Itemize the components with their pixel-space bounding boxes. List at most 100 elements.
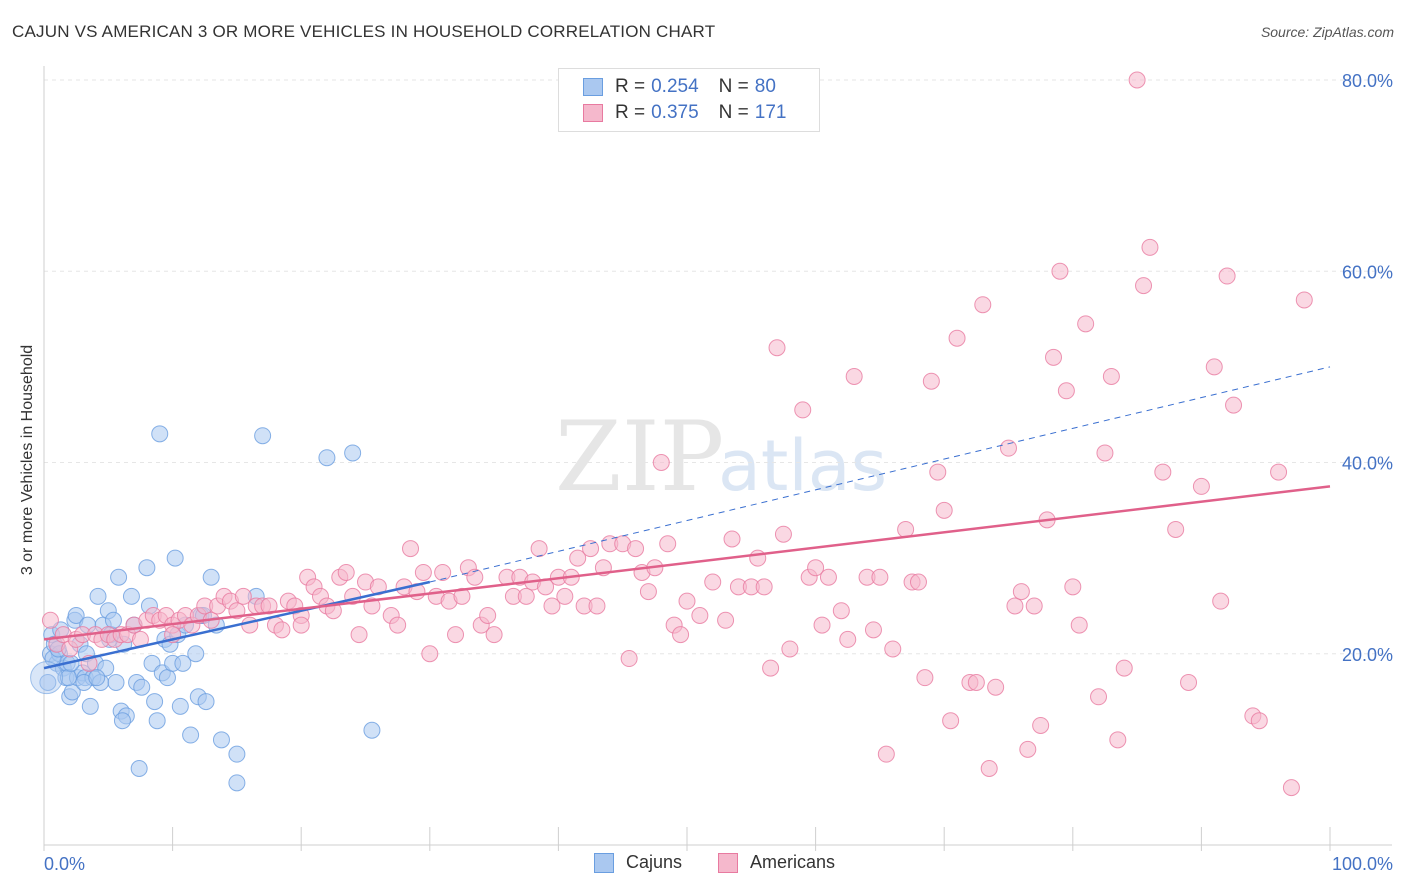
american-point: [260, 597, 278, 615]
american-point: [691, 607, 709, 624]
american-point: [1205, 358, 1223, 376]
american-point: [453, 587, 471, 605]
american-point: [845, 367, 863, 385]
american-point: [774, 525, 792, 543]
american-point: [652, 454, 670, 471]
american-point: [1000, 439, 1017, 457]
american-point: [916, 669, 934, 687]
american-point: [1225, 396, 1243, 414]
american-point: [864, 621, 882, 639]
american-point: [832, 602, 850, 620]
american-point: [723, 530, 741, 548]
cajun-r-value: 0.254: [651, 76, 699, 97]
american-point: [369, 578, 387, 596]
american-point: [1154, 463, 1172, 481]
cajun-point: [202, 568, 220, 586]
american-point: [1096, 444, 1114, 462]
american-point: [1025, 597, 1043, 615]
american-point: [1141, 238, 1159, 256]
american-point: [1295, 291, 1313, 309]
cajun-point-large: [30, 661, 64, 695]
american-point: [967, 673, 985, 691]
american-point: [717, 611, 735, 629]
american-point: [543, 597, 561, 615]
american-point: [1006, 597, 1024, 615]
legend-item-americans[interactable]: Americans: [718, 852, 835, 873]
american-point: [1250, 712, 1268, 730]
cajun-point: [187, 645, 205, 663]
american-point: [1218, 267, 1236, 285]
cajun-point: [344, 444, 362, 462]
correlation-legend: R = 0.254 N = 80 R = 0.375 N = 171: [558, 68, 820, 132]
american-point: [556, 587, 574, 605]
american-point: [929, 463, 947, 481]
legend-item-cajuns[interactable]: Cajuns: [594, 852, 682, 873]
cajuns-swatch: [594, 852, 614, 873]
american-point: [1070, 616, 1088, 634]
american-point: [1057, 382, 1075, 400]
cajun-point: [228, 774, 246, 792]
cajun-point: [133, 678, 151, 696]
american-point: [41, 611, 59, 629]
american-point: [762, 659, 780, 677]
cajun-point: [122, 587, 140, 605]
cajun-trend-extension: [429, 366, 1331, 583]
american-point: [1212, 592, 1230, 610]
american-point: [1019, 740, 1037, 758]
american-point: [350, 626, 368, 644]
american-swatch: [583, 104, 603, 122]
cajun-point: [39, 673, 57, 691]
cajun-trend-line: [43, 580, 431, 670]
american-point: [1115, 659, 1133, 677]
american-r-value: 0.375: [651, 102, 699, 123]
cajun-point: [182, 726, 200, 744]
cajun-point: [148, 712, 166, 730]
cajun-point: [158, 669, 176, 687]
american-point: [627, 540, 645, 558]
american-point: [337, 563, 355, 581]
american-point: [569, 549, 587, 567]
american-point: [241, 616, 259, 634]
american-point: [620, 650, 638, 668]
cajun-point: [166, 549, 184, 567]
american-point: [485, 626, 503, 644]
cajun-point: [130, 760, 148, 777]
american-point: [1109, 731, 1127, 749]
american-point: [402, 540, 420, 558]
american-point: [1180, 673, 1198, 691]
legend-label-americans: Americans: [750, 852, 836, 872]
american-point: [909, 573, 927, 591]
watermark-atlas: atlas: [718, 425, 887, 507]
american-point: [1045, 348, 1063, 366]
american-point: [948, 329, 966, 347]
american-point: [871, 568, 889, 586]
american-point: [1102, 367, 1120, 385]
legend-row-american: R = 0.375 N = 171: [583, 101, 792, 125]
american-point: [987, 678, 1005, 696]
source-label: Source: ZipAtlas.com: [1260, 24, 1394, 40]
series-legend: Cajuns Americans: [0, 852, 1406, 878]
legend-label-cajuns: Cajuns: [626, 852, 683, 872]
american-point: [768, 339, 786, 357]
cajun-point: [81, 697, 99, 715]
y-tick-label: 60.0%: [1342, 262, 1393, 282]
y-tick-label: 80.0%: [1342, 71, 1393, 91]
americans-swatch: [718, 852, 738, 873]
american-point: [974, 296, 992, 314]
american-point: [434, 563, 452, 581]
american-point: [1012, 583, 1030, 601]
american-point: [839, 630, 857, 648]
cajun-point: [113, 712, 131, 730]
cajun-point: [197, 693, 215, 711]
y-tick-label: 20.0%: [1342, 645, 1393, 665]
american-point: [1135, 277, 1153, 295]
cajun-point: [110, 568, 128, 586]
american-point: [517, 587, 535, 605]
american-point: [980, 760, 998, 777]
american-point: [639, 583, 657, 601]
american-point: [530, 540, 548, 558]
american-point: [1051, 262, 1069, 280]
american-point: [292, 616, 310, 634]
american-point: [755, 578, 773, 596]
